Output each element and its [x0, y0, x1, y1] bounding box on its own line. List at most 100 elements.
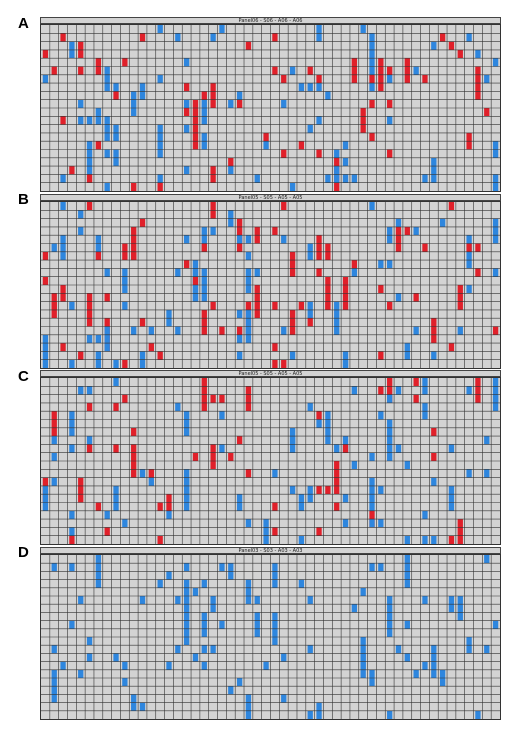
blue-cell	[51, 452, 57, 461]
blue-cell	[166, 510, 172, 520]
blue-cell	[395, 444, 402, 453]
blue-cell	[210, 33, 216, 42]
red-cell	[448, 202, 455, 211]
red-cell	[316, 74, 322, 84]
blue-cell	[236, 235, 243, 244]
grid-canvas	[41, 25, 500, 191]
red-cell	[475, 268, 481, 277]
blue-cell	[422, 510, 428, 520]
blue-cell	[245, 519, 252, 528]
blue-cell	[122, 519, 128, 528]
blue-cell	[387, 260, 393, 269]
blue-cell	[342, 359, 349, 368]
red-cell	[369, 99, 375, 108]
blue-cell	[369, 83, 375, 92]
red-cell	[192, 452, 199, 461]
red-cell	[281, 74, 287, 84]
red-cell	[281, 202, 287, 211]
red-cell	[448, 343, 455, 352]
red-cell	[316, 268, 322, 277]
blue-cell	[272, 579, 278, 588]
blue-cell	[342, 141, 349, 150]
blue-cell	[413, 226, 419, 236]
blue-cell	[492, 58, 499, 67]
red-cell	[272, 66, 278, 75]
panel-b-letter: B	[18, 191, 29, 208]
red-cell	[378, 285, 384, 294]
blue-cell	[342, 494, 349, 503]
blue-cell	[351, 174, 358, 183]
blue-cell	[60, 251, 66, 261]
blue-cell	[369, 202, 375, 211]
blue-cell	[351, 268, 358, 277]
red-cell	[184, 260, 190, 269]
red-cell	[210, 210, 216, 219]
blue-cell	[175, 645, 181, 654]
red-cell	[263, 132, 269, 142]
red-cell	[51, 411, 57, 437]
blue-cell	[457, 326, 463, 335]
blue-cell	[395, 386, 402, 395]
red-cell	[413, 293, 419, 302]
red-cell	[307, 66, 313, 75]
blue-cell	[157, 124, 163, 150]
red-cell	[60, 33, 66, 42]
red-cell	[60, 343, 66, 352]
blue-cell	[139, 702, 146, 711]
red-cell	[298, 141, 305, 150]
red-cell	[475, 243, 481, 252]
blue-cell	[113, 653, 119, 662]
blue-cell	[307, 124, 313, 133]
red-cell	[484, 108, 490, 117]
red-cell	[272, 359, 278, 368]
red-cell	[431, 427, 437, 437]
red-cell	[316, 411, 322, 420]
red-cell	[272, 343, 278, 352]
red-cell	[104, 293, 110, 302]
red-cell	[439, 33, 446, 42]
blue-cell	[157, 74, 163, 84]
blue-cell	[466, 33, 472, 42]
blue-cell	[298, 502, 305, 511]
blue-cell	[413, 669, 419, 678]
blue-cell	[236, 309, 243, 319]
blue-cell	[184, 494, 190, 503]
blue-cell	[95, 235, 102, 261]
blue-cell	[60, 243, 66, 252]
blue-cell	[184, 99, 190, 108]
blue-cell	[166, 571, 172, 580]
blue-cell	[113, 132, 119, 142]
red-cell	[236, 99, 243, 108]
blue-cell	[219, 563, 225, 572]
red-cell	[369, 74, 375, 84]
red-cell	[448, 535, 455, 544]
red-cell	[298, 301, 305, 310]
blue-cell	[95, 116, 102, 125]
blue-cell	[245, 326, 252, 335]
blue-cell	[448, 485, 455, 511]
red-cell	[334, 502, 340, 511]
blue-cell	[86, 386, 93, 395]
blue-cell	[492, 620, 499, 629]
panel-a-letter: A	[18, 15, 29, 32]
red-cell	[122, 58, 128, 67]
blue-cell	[148, 477, 154, 486]
blue-cell	[325, 174, 331, 183]
blue-cell	[422, 661, 428, 670]
blue-cell	[466, 285, 472, 294]
panel-d-letter: D	[18, 544, 29, 561]
red-cell	[378, 386, 384, 395]
blue-cell	[360, 653, 366, 678]
blue-cell	[104, 149, 110, 158]
blue-cell	[113, 378, 119, 387]
panel-c-grid	[40, 377, 501, 545]
red-cell	[86, 444, 93, 453]
blue-cell	[69, 359, 75, 368]
red-cell	[219, 326, 225, 335]
blue-cell	[281, 235, 287, 244]
red-cell	[219, 394, 225, 403]
blue-cell	[360, 25, 366, 34]
blue-cell	[281, 653, 287, 662]
blue-cell	[307, 710, 313, 719]
blue-cell	[78, 116, 84, 125]
